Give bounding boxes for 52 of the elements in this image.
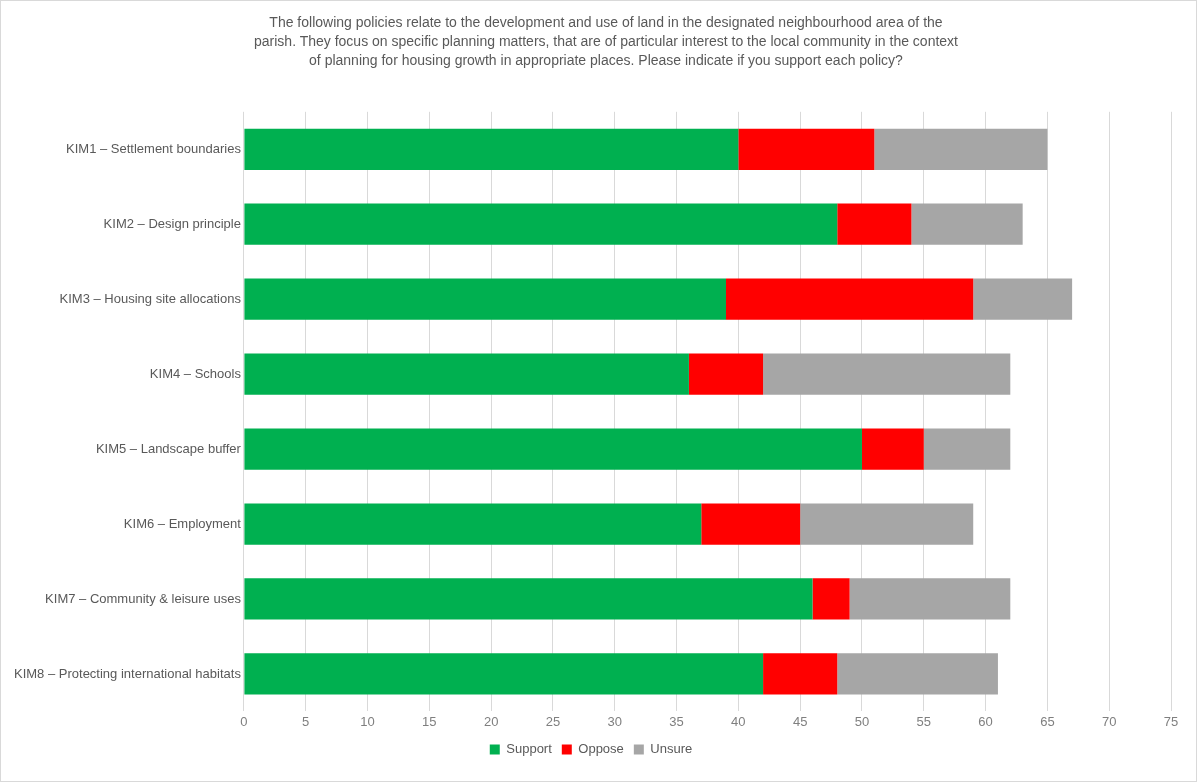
- bar: [244, 128, 739, 170]
- bar: [688, 353, 764, 395]
- legend-label: Oppose: [578, 741, 624, 757]
- bar: [244, 203, 838, 245]
- legend-label: Unsure: [650, 741, 693, 757]
- bar: [923, 428, 1011, 470]
- bar: [763, 653, 838, 695]
- bar: [244, 278, 726, 320]
- bar: [726, 278, 974, 320]
- legend-label: Support: [506, 741, 553, 757]
- bar: [244, 503, 702, 545]
- y-tick-label: KIM6 – Employment: [123, 515, 242, 531]
- x-tick-label: 0: [240, 713, 248, 729]
- y-tick-label: KIM7 – Community & leisure uses: [45, 590, 242, 606]
- bar: [763, 353, 1011, 395]
- x-tick-label: 60: [978, 713, 993, 729]
- bar: [701, 503, 801, 545]
- x-tick-label: 50: [854, 713, 870, 729]
- y-tick-label: KIM8 – Protecting international habitats: [13, 665, 242, 681]
- x-tick-label: 35: [669, 713, 684, 729]
- x-tick-label: 55: [916, 713, 932, 729]
- x-tick-label: 20: [483, 713, 499, 729]
- bar: [911, 203, 1023, 245]
- bar: [837, 653, 998, 695]
- bar: [244, 578, 813, 620]
- x-tick-label: 25: [545, 713, 561, 729]
- x-tick-label: 45: [792, 713, 808, 729]
- bar: [973, 278, 1073, 320]
- bar: [244, 653, 764, 695]
- y-tick-label: KIM5 – Landscape buffer: [95, 440, 242, 456]
- bar: [244, 428, 862, 470]
- x-tick-label: 10: [360, 713, 375, 729]
- y-tick-label: KIM4 – Schools: [149, 365, 242, 381]
- x-tick-label: 75: [1163, 713, 1179, 729]
- y-tick-label: KIM2 – Design principle: [103, 215, 241, 231]
- bar: [812, 578, 850, 620]
- bar: [244, 353, 689, 395]
- x-tick-label: 65: [1040, 713, 1055, 729]
- x-tick-label: 30: [607, 713, 622, 729]
- x-tick-label: 40: [731, 713, 746, 729]
- y-tick-label: KIM3 – Housing site allocations: [59, 290, 242, 306]
- bar: [874, 128, 1048, 170]
- bar: [849, 578, 1011, 620]
- y-tick-label: KIM1 – Settlement boundaries: [66, 140, 242, 156]
- x-tick-label: 15: [422, 713, 437, 729]
- x-tick-label: 5: [302, 713, 310, 729]
- bar: [837, 203, 912, 245]
- bar: [800, 503, 974, 545]
- bar: [861, 428, 924, 470]
- chart-title: The following policies relate to the development and use of land in the designated neighbourhood area of the parish. They focus on specific planning matters, that are of particular interest to the local community in the context of planning for housing growth in appropriate places. Please indicate if you support each policy?: [253, 13, 959, 70]
- bar: [738, 128, 875, 170]
- x-tick-label: 70: [1101, 713, 1117, 729]
